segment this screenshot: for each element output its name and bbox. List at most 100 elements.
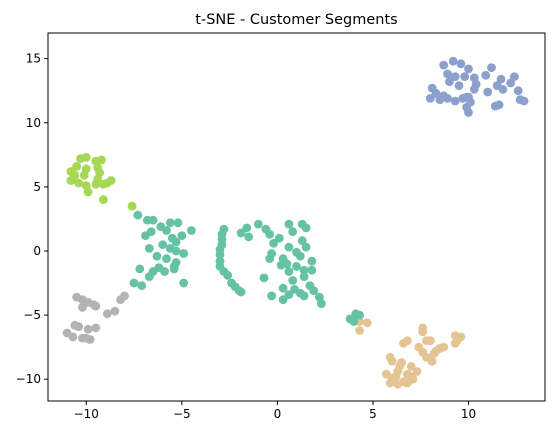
data-point (276, 260, 286, 270)
data-point (74, 178, 83, 188)
data-point (97, 155, 106, 165)
data-point (79, 170, 89, 180)
data-point (387, 356, 397, 366)
data-point (452, 336, 462, 346)
data-point (301, 223, 311, 233)
data-point (179, 249, 189, 258)
data-point (177, 231, 187, 241)
data-point (307, 265, 317, 275)
data-point (278, 295, 288, 305)
data-point (362, 318, 372, 328)
data-point (173, 218, 183, 228)
data-point (395, 362, 405, 371)
data-point (284, 290, 294, 299)
data-point (274, 233, 284, 243)
data-point (469, 85, 479, 94)
data-point (99, 195, 108, 205)
data-point (81, 333, 91, 343)
data-point (284, 242, 294, 252)
plot-frame (47, 32, 546, 402)
data-point (110, 306, 120, 316)
y-tick-label: 10 (26, 116, 41, 130)
data-point (448, 56, 458, 66)
data-point (425, 336, 435, 346)
data-point (129, 278, 139, 288)
data-point (215, 250, 225, 260)
data-point (141, 231, 150, 241)
data-point (464, 64, 473, 74)
data-point (519, 96, 529, 106)
data-point (152, 251, 162, 261)
data-point (355, 326, 364, 335)
data-point (171, 246, 181, 256)
data-point (431, 346, 441, 356)
data-point (284, 267, 294, 276)
data-point (267, 291, 276, 301)
data-point (144, 272, 154, 281)
data-point (74, 322, 83, 331)
data-point (144, 244, 154, 253)
data-point (169, 262, 179, 271)
data-point (223, 270, 233, 280)
data-point (481, 70, 491, 80)
data-point (288, 227, 298, 237)
data-point (162, 254, 171, 264)
y-tick-label: −10 (16, 372, 41, 386)
data-point (427, 356, 437, 366)
data-point (236, 287, 246, 297)
points-layer (62, 56, 529, 389)
x-tick-label: 10 (461, 407, 476, 421)
data-point (162, 226, 171, 235)
y-tick-label: −5 (23, 308, 41, 322)
data-point (83, 187, 93, 197)
data-point (284, 219, 294, 229)
data-point (349, 317, 359, 326)
data-point (236, 228, 246, 238)
data-point (487, 63, 496, 72)
data-point (412, 367, 422, 376)
data-point (179, 278, 189, 288)
data-point (297, 236, 307, 246)
data-point (278, 283, 288, 293)
data-point (406, 362, 416, 371)
data-point (83, 324, 93, 334)
data-point (165, 218, 175, 228)
data-point (81, 153, 91, 162)
x-tick-label: −5 (173, 407, 191, 421)
data-point (259, 273, 269, 283)
data-point (66, 176, 76, 185)
data-point (513, 86, 523, 96)
data-point (462, 103, 471, 112)
data-point (425, 94, 435, 103)
data-point (391, 372, 401, 381)
data-point (483, 87, 493, 97)
data-point (418, 323, 428, 333)
data-point (253, 219, 263, 229)
data-point (355, 310, 364, 320)
data-point (454, 81, 464, 90)
data-point (498, 85, 508, 94)
x-tick-label: −10 (74, 407, 99, 421)
data-point (91, 301, 101, 311)
y-tick-label: 15 (26, 52, 41, 66)
data-point (91, 323, 101, 333)
data-point (301, 242, 311, 252)
data-point (439, 60, 449, 70)
data-point (445, 77, 454, 87)
data-point (244, 232, 254, 242)
data-point (462, 92, 471, 102)
data-point (137, 281, 147, 290)
data-point (91, 179, 101, 189)
data-point (309, 286, 319, 296)
data-point (496, 74, 506, 84)
data-point (295, 251, 305, 261)
data-point (450, 96, 460, 106)
data-point (443, 69, 452, 79)
data-point (439, 91, 449, 101)
data-point (265, 254, 275, 264)
data-point (299, 272, 309, 281)
data-point (510, 72, 519, 81)
y-tick-label: 0 (33, 244, 41, 258)
data-point (299, 291, 309, 301)
